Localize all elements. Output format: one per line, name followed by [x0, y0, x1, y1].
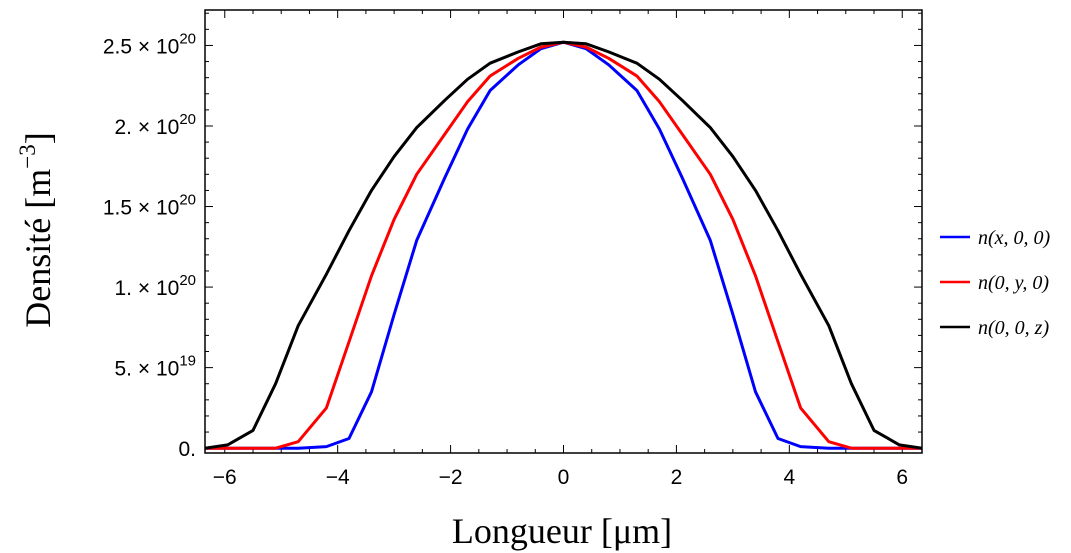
y-tick-label: 2.5 × 1020 — [103, 30, 196, 58]
legend: n(x, 0, 0) n(0, y, 0) n(0, 0, z) — [940, 227, 1051, 339]
series-line-1 — [205, 40, 922, 450]
y-tick-mantissa: 1. × 10 — [115, 277, 180, 300]
y-tick-exponent: 20 — [179, 192, 196, 209]
y-tick-label: 1.5 × 1020 — [103, 192, 196, 220]
y-axis-title-main: Densité [m — [18, 169, 58, 328]
y-tick-mantissa: 0. — [178, 438, 196, 461]
x-tick-label: 0 — [558, 466, 570, 489]
y-tick-mantissa: 5. × 10 — [115, 358, 180, 381]
x-tick-label: 4 — [783, 466, 795, 489]
svg-text:Densité [m−3]: Densité [m−3] — [15, 132, 58, 327]
plot-frame — [204, 9, 923, 454]
axis-ticks — [205, 10, 922, 453]
legend-label: n(0, y, 0) — [978, 272, 1049, 294]
y-tick-mantissa: 2.5 × 10 — [103, 35, 179, 58]
legend-label: n(0, 0, z) — [978, 317, 1049, 339]
series-line-0 — [205, 40, 922, 450]
y-axis-title: Densité [m−3] — [15, 132, 58, 327]
y-tick-label: 5. × 1019 — [115, 353, 197, 381]
x-tick-label: −6 — [213, 466, 237, 489]
plot-series — [204, 40, 923, 450]
y-tick-mantissa: 1.5 × 10 — [103, 197, 179, 220]
y-tick-exponent: 19 — [179, 353, 196, 370]
x-tick-label: −2 — [439, 466, 463, 489]
x-tick-label: 6 — [896, 466, 908, 489]
x-tick-label: 2 — [671, 466, 683, 489]
y-axis-title-sup: −3 — [15, 144, 40, 168]
y-tick-label: 2. × 1020 — [115, 111, 197, 139]
y-tick-exponent: 20 — [179, 30, 196, 47]
x-axis-title: Longueur [μm] — [452, 511, 672, 551]
y-tick-mantissa: 2. × 10 — [115, 116, 180, 139]
legend-label: n(x, 0, 0) — [978, 227, 1051, 249]
y-tick-exponent: 20 — [179, 111, 196, 128]
series-line-2 — [204, 40, 923, 450]
y-tick-exponent: 20 — [179, 272, 196, 289]
y-tick-label: 0. — [178, 438, 196, 461]
x-tick-label: −4 — [326, 466, 350, 489]
y-tick-label: 1. × 1020 — [115, 272, 197, 300]
y-axis-title-close: ] — [18, 132, 58, 144]
